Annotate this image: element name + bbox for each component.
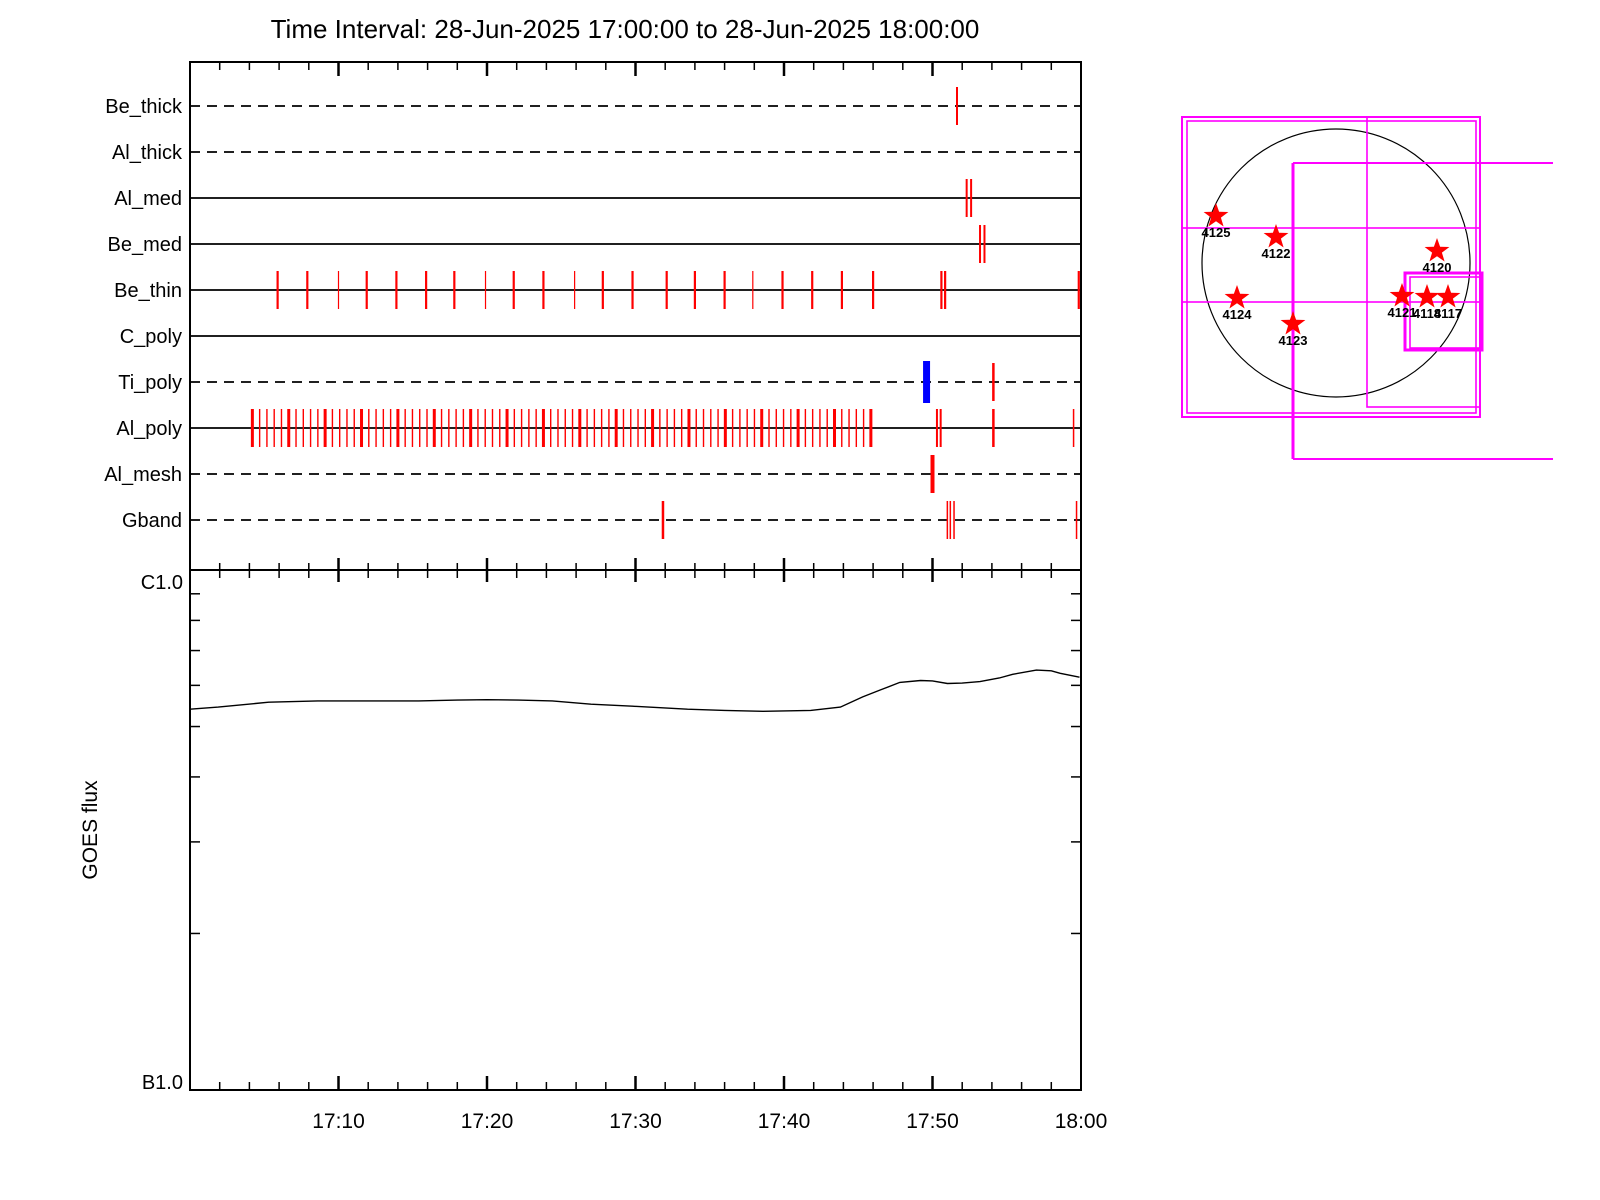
filter-row-label: Al_med — [114, 188, 182, 210]
filter-row-label: Be_thin — [114, 280, 182, 302]
x-axis-tick-label: 18:00 — [1055, 1110, 1108, 1133]
solar-disk-limb — [1201, 128, 1471, 398]
active-region-star — [1389, 283, 1415, 307]
active-region-label: 4121 — [1388, 305, 1417, 320]
active-region-label: 4120 — [1423, 260, 1452, 275]
filter-row-label: Al_thick — [112, 142, 183, 164]
fov-rect — [1403, 271, 1484, 352]
active-region-label: 4117 — [1434, 306, 1462, 321]
goes-axis-title: GOES flux — [79, 780, 102, 880]
goes-panel-border — [189, 569, 1082, 1091]
filter-row-label: Ti_poly — [118, 372, 182, 394]
active-region-star — [1224, 285, 1250, 309]
filter-row-label: Gband — [122, 510, 182, 532]
active-region-star — [1414, 284, 1440, 308]
fov-rect — [1181, 227, 1481, 303]
x-axis-tick-label: 17:40 — [758, 1110, 811, 1133]
fov-rect — [1409, 276, 1481, 349]
active-region-label: 4123 — [1279, 333, 1308, 348]
x-axis-tick-label: 17:10 — [312, 1110, 365, 1133]
active-region-star — [1263, 224, 1289, 248]
goes-ymax-label: C1.0 — [141, 572, 183, 594]
active-region-label: 4124 — [1223, 307, 1253, 322]
plot-title: Time Interval: 28-Jun-2025 17:00:00 to 2… — [270, 14, 980, 44]
goes-ymin-label: B1.0 — [142, 1072, 183, 1094]
filter-row-label: Be_med — [108, 234, 183, 256]
active-region-star — [1280, 311, 1306, 335]
filter-row-label: Al_poly — [116, 418, 182, 440]
active-region-star — [1435, 284, 1461, 308]
active-region-label: 4125 — [1202, 225, 1231, 240]
filter-row-label: C_poly — [120, 326, 182, 348]
timeline-panel-border — [189, 61, 1082, 571]
active-region-star — [1203, 203, 1229, 227]
filter-row-label: Al_mesh — [104, 464, 182, 486]
active-region-label: 4122 — [1262, 246, 1291, 261]
filter-row-label: Be_thick — [105, 96, 183, 118]
x-axis-tick-label: 17:50 — [906, 1110, 959, 1133]
active-region-label: 4118 — [1413, 306, 1441, 321]
active-region-star — [1424, 238, 1450, 262]
goes-flux-curve — [189, 669, 1080, 713]
x-axis-tick-label: 17:30 — [609, 1110, 662, 1133]
x-axis-tick-label: 17:20 — [461, 1110, 514, 1133]
fov-rect — [1186, 120, 1477, 414]
